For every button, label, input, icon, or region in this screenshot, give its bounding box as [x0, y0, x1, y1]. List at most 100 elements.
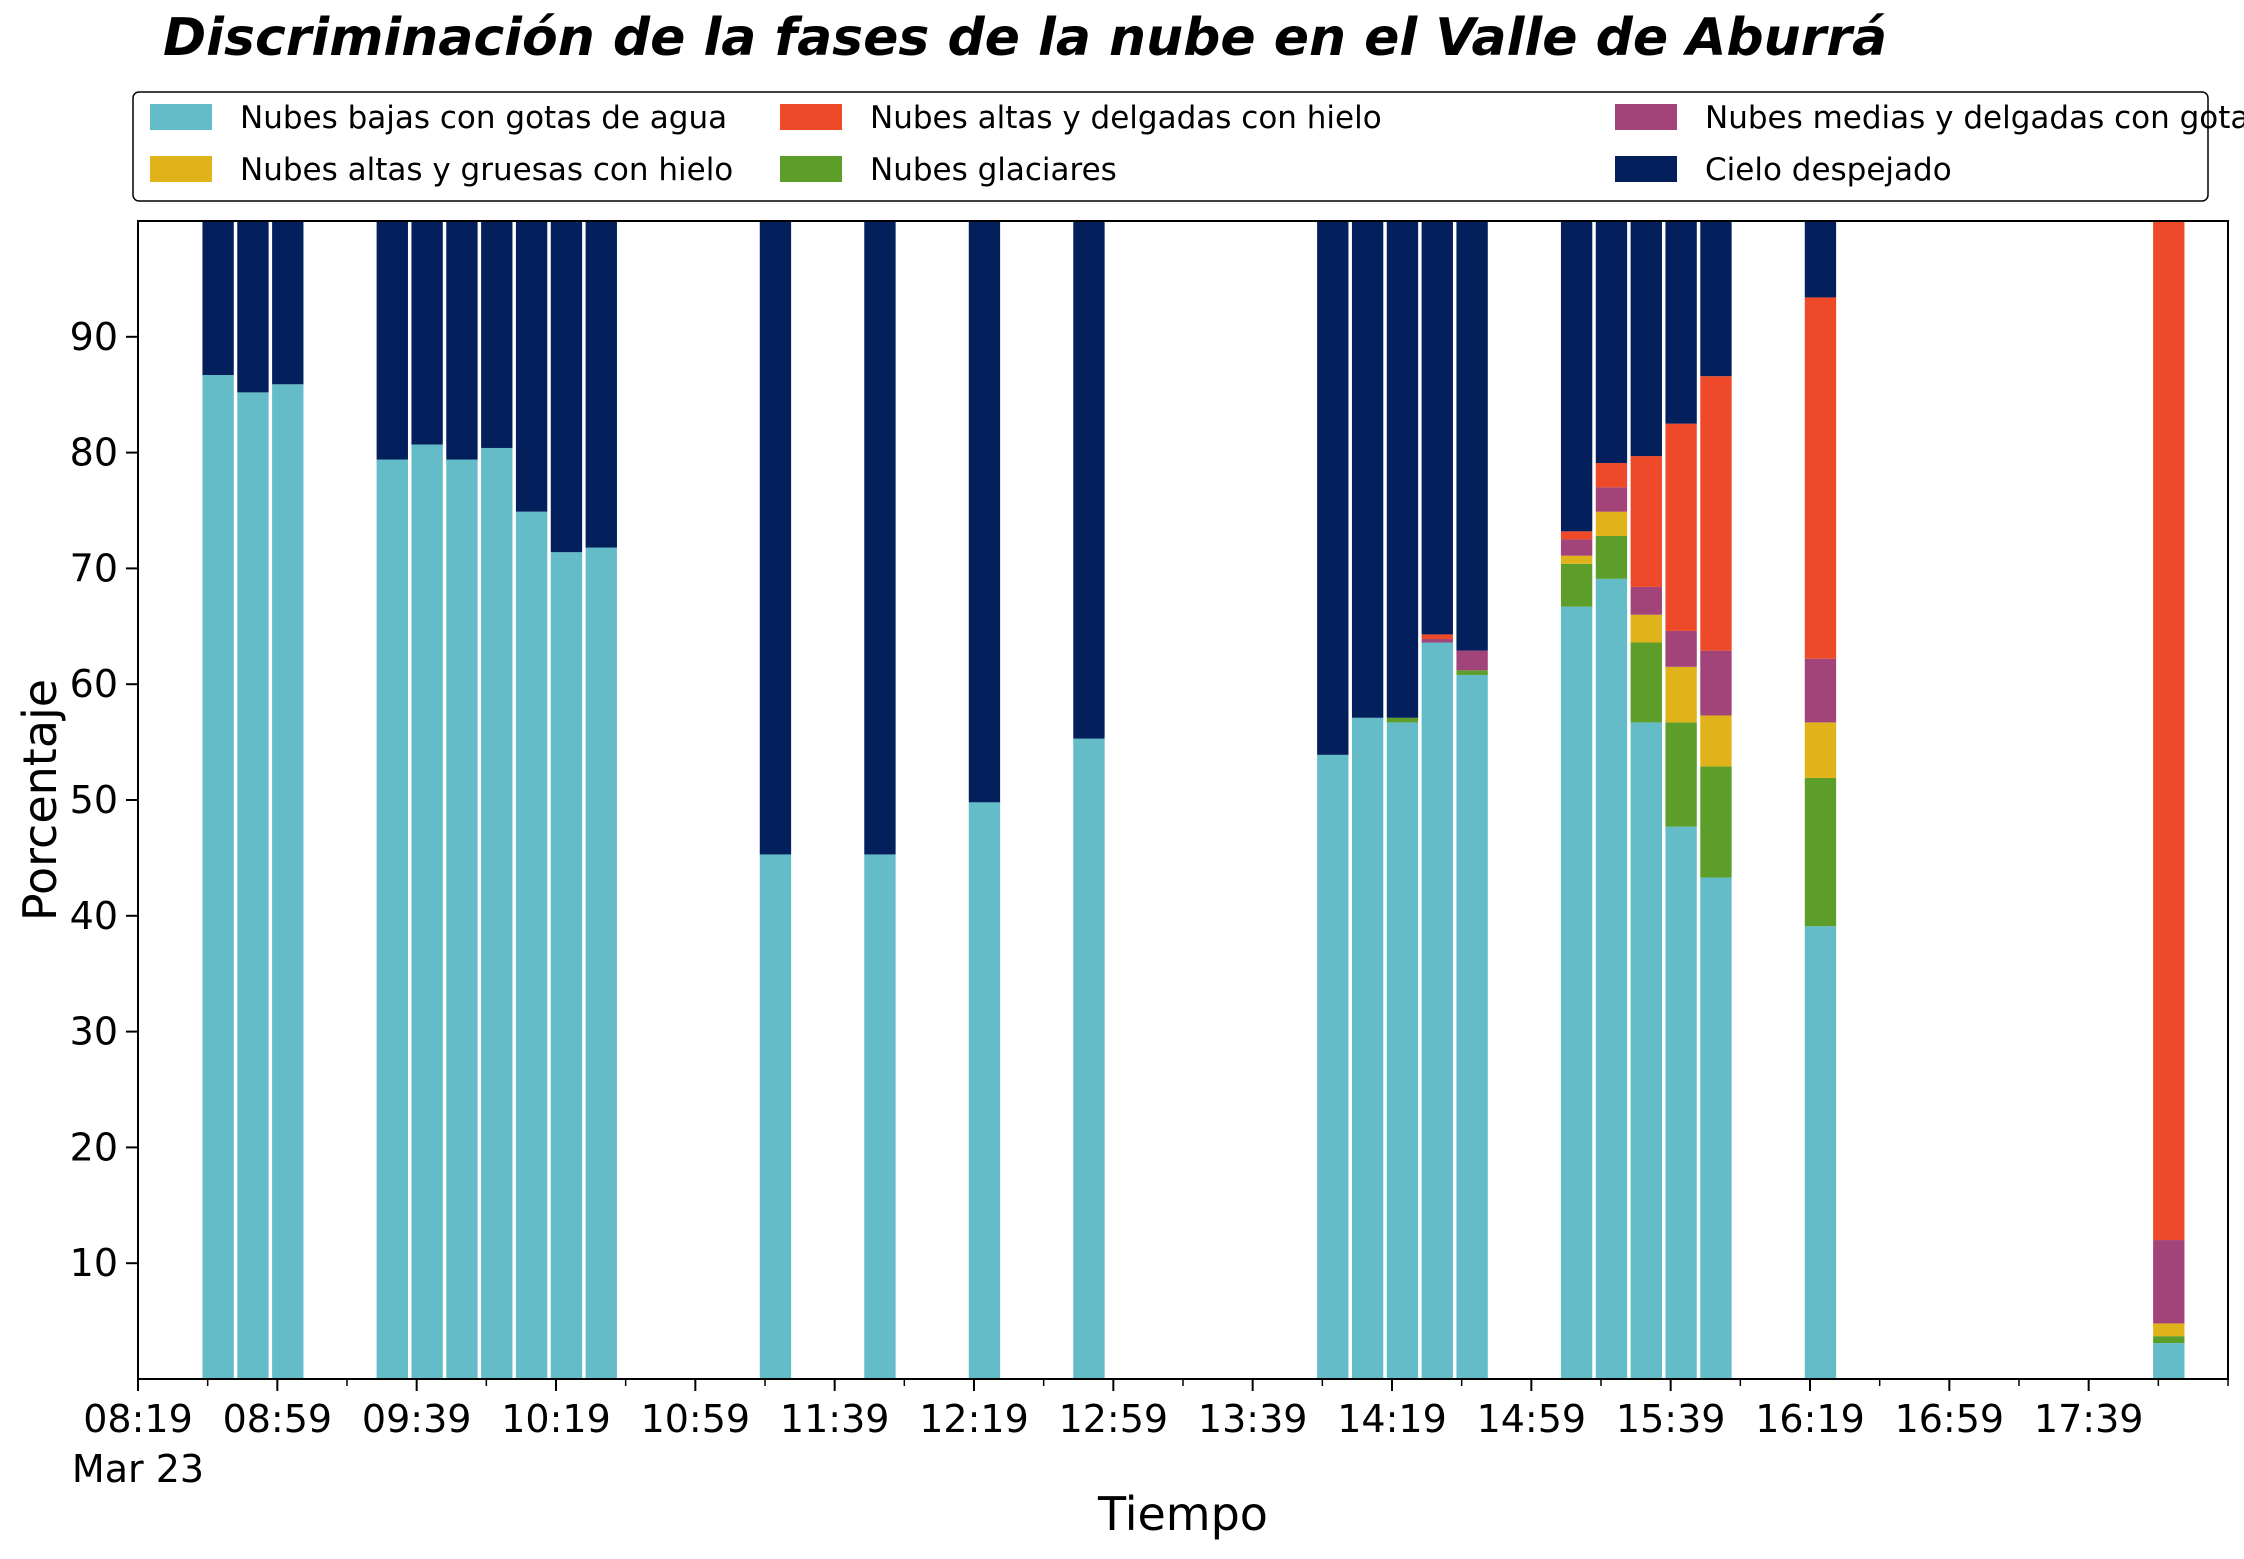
bar-segment-13-5: [1073, 221, 1105, 739]
x-tick-label: 10:19: [501, 1397, 611, 1441]
y-tick-label: 80: [70, 431, 118, 475]
bar-segment-18-3: [1456, 650, 1488, 671]
bar-segment-16-1: [1386, 717, 1419, 723]
bar-segment-24-5: [1804, 221, 1837, 298]
bar-segment-5-5: [446, 221, 478, 460]
bar-segment-19-0: [1560, 606, 1593, 1379]
legend-label: Nubes altas y delgadas con hielo: [870, 100, 1382, 136]
bar-segment-21-4: [1630, 456, 1662, 587]
bar-segment-22-0: [1665, 826, 1697, 1379]
x-tick-label: 13:39: [1198, 1397, 1308, 1441]
bar-segment-16-5: [1386, 221, 1419, 718]
bar-segment-2-0: [272, 384, 304, 1379]
chart-title: Discriminación de la fases de la nube en…: [163, 8, 1888, 68]
bar-segment-18-5: [1456, 221, 1488, 651]
bar-segment-3-0: [376, 459, 408, 1379]
bar-segment-23-0: [1700, 877, 1732, 1379]
x-tick-sublabel: Mar 23: [72, 1447, 204, 1491]
y-tick-label: 60: [70, 662, 118, 706]
legend-swatch: [150, 156, 212, 182]
bar-segment-19-4: [1560, 531, 1593, 540]
bar-segment-7-5: [515, 221, 548, 512]
bar-segment-25-0: [2153, 1343, 2185, 1379]
bar-segment-19-3: [1560, 539, 1593, 556]
x-tick-label: 09:39: [362, 1397, 472, 1441]
bar-segment-9-0: [585, 547, 617, 1379]
bar-segment-11-0: [864, 854, 896, 1379]
bar-segment-10-0: [759, 854, 792, 1379]
bar-segment-12-0: [968, 802, 1001, 1379]
bar-segment-15-0: [1351, 717, 1384, 1379]
bar-segment-16-0: [1386, 722, 1419, 1379]
bar-segment-25-3: [2153, 1240, 2185, 1324]
bar-segment-22-1: [1665, 722, 1697, 827]
bar-segment-20-0: [1595, 578, 1628, 1379]
y-tick-label: 30: [70, 1010, 118, 1054]
legend-swatch: [1615, 104, 1677, 130]
bar-segment-22-4: [1665, 423, 1697, 631]
bar-segment-8-5: [550, 221, 583, 553]
bar-segment-24-2: [1804, 722, 1837, 778]
bar-segment-0-5: [202, 221, 234, 376]
bar-segment-1-0: [237, 392, 269, 1379]
x-tick-label: 14:19: [1337, 1397, 1447, 1441]
y-tick-label: 40: [70, 894, 118, 938]
bar-segment-5-0: [446, 459, 478, 1379]
bar-segment-13-0: [1073, 738, 1105, 1379]
bar-segment-17-4: [1421, 634, 1453, 640]
y-axis-label: Porcentaje: [13, 679, 67, 921]
bar-segment-23-2: [1700, 715, 1732, 767]
bar-segment-17-3: [1421, 639, 1453, 643]
bar-segment-19-1: [1560, 563, 1593, 607]
bar-segment-23-3: [1700, 650, 1732, 716]
y-tick-label: 70: [70, 546, 118, 590]
bar-segment-21-2: [1630, 614, 1662, 643]
bar-segment-24-1: [1804, 778, 1837, 927]
bar-segment-14-0: [1317, 754, 1349, 1379]
bar-segment-6-5: [481, 221, 513, 448]
legend-label: Nubes glaciares: [870, 152, 1117, 188]
bar-segment-3-5: [376, 221, 408, 460]
x-tick-label: 08:19: [83, 1397, 193, 1441]
legend-swatch: [1615, 156, 1677, 182]
bar-segment-20-5: [1595, 221, 1628, 464]
y-tick-label: 20: [70, 1125, 118, 1169]
bar-segment-24-3: [1804, 658, 1837, 723]
legend: Nubes bajas con gotas de agua Nubes altas…: [132, 91, 2244, 202]
bar-segment-21-1: [1630, 642, 1662, 723]
bar-segment-19-2: [1560, 555, 1593, 564]
x-tick-label: 16:59: [1895, 1397, 2005, 1441]
legend-swatch: [780, 104, 842, 130]
bar-segment-11-5: [864, 221, 896, 855]
x-tick-label: 14:59: [1477, 1397, 1587, 1441]
legend-label: Nubes altas y gruesas con hielo: [240, 152, 733, 188]
bar-segment-21-0: [1630, 722, 1662, 1379]
y-axis: 10 20 30 40 50 60 70 80 90: [70, 315, 138, 1285]
bar-segment-20-2: [1595, 511, 1628, 536]
bar-segment-1-5: [237, 221, 269, 393]
x-tick-label: 12:59: [1059, 1397, 1169, 1441]
bar-segment-23-4: [1700, 376, 1732, 651]
bar-segment-24-0: [1804, 926, 1837, 1379]
legend-label: Nubes bajas con gotas de agua: [240, 100, 727, 136]
bar-segment-20-3: [1595, 487, 1628, 512]
x-tick-label: 08:59: [223, 1397, 333, 1441]
bar-segment-22-2: [1665, 666, 1697, 723]
bars: [202, 221, 2185, 1380]
bar-segment-4-0: [411, 444, 443, 1379]
bar-segment-20-4: [1595, 463, 1628, 488]
y-tick-label: 10: [70, 1241, 118, 1285]
y-tick-label: 50: [70, 778, 118, 822]
legend-label: Nubes medias y delgadas con gotas de agu…: [1705, 100, 2244, 136]
x-tick-label: 15:39: [1616, 1397, 1726, 1441]
x-tick-label: 10:59: [641, 1397, 751, 1441]
bar-segment-19-5: [1560, 221, 1593, 532]
bar-segment-10-5: [759, 221, 792, 855]
bar-segment-6-0: [481, 447, 513, 1380]
bar-segment-25-4: [2153, 221, 2185, 1241]
legend-frame: [132, 91, 2209, 202]
x-tick-label: 17:39: [2034, 1397, 2144, 1441]
bar-segment-18-0: [1456, 674, 1488, 1379]
legend-swatch: [150, 104, 212, 130]
